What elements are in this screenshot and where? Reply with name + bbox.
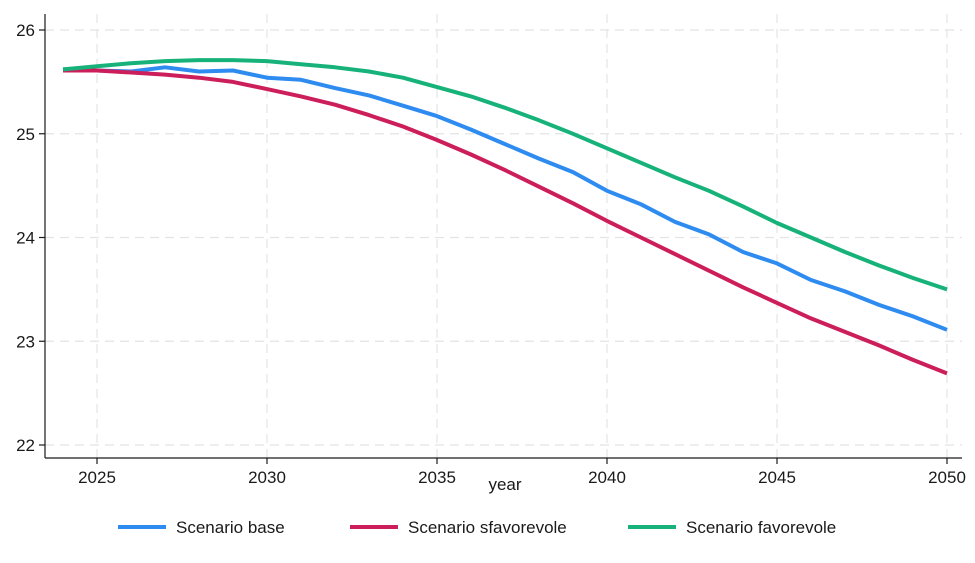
x-tick-label-2040: 2040 xyxy=(588,468,626,487)
y-tick-label-24: 24 xyxy=(16,229,35,248)
series-line-scenario-favorevole xyxy=(62,58,948,292)
legend-label-scenario-sfavorevole: Scenario sfavorevole xyxy=(408,518,567,537)
series-line-scenario-sfavorevole xyxy=(63,68,948,376)
x-tick-label-2030: 2030 xyxy=(248,468,286,487)
x-tick-label-2035: 2035 xyxy=(418,468,456,487)
x-tick-label-2050: 2050 xyxy=(928,468,966,487)
axes-layer: 2025 2030 2035 2040 2045 2050 22 23 24 25 26 xyxy=(16,14,966,487)
x-tick-label-2025: 2025 xyxy=(78,468,116,487)
y-tick-label-22: 22 xyxy=(16,436,35,455)
y-tick-label-25: 25 xyxy=(16,125,35,144)
legend-label-scenario-favorevole: Scenario favorevole xyxy=(686,518,836,537)
series-line-scenario-base xyxy=(62,65,948,332)
x-axis-title: year xyxy=(488,475,521,494)
y-tick-label-26: 26 xyxy=(16,21,35,40)
grid-layer xyxy=(45,14,962,458)
x-tick-label-2045: 2045 xyxy=(758,468,796,487)
legend-label-scenario-base: Scenario base xyxy=(176,518,285,537)
series-layer xyxy=(62,58,948,376)
y-tick-label-23: 23 xyxy=(16,332,35,351)
legend: Scenario base Scenario sfavorevole Scenari… xyxy=(118,518,836,537)
